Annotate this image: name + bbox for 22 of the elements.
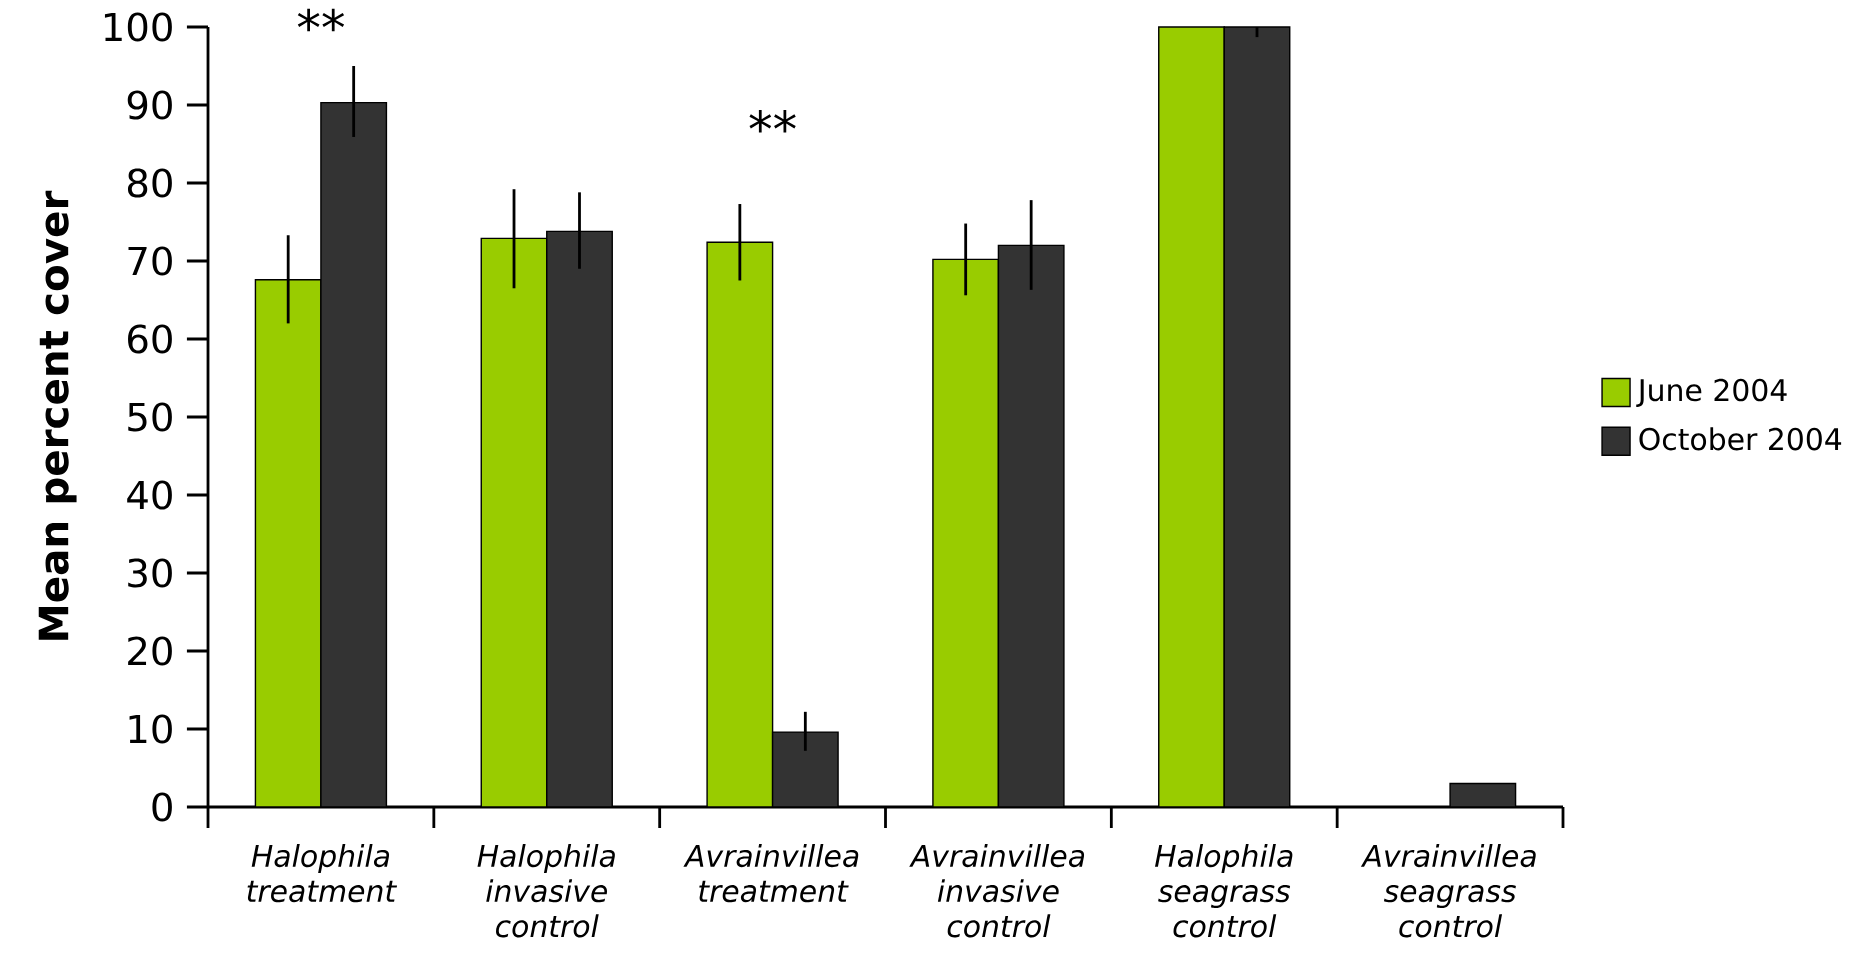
x-tick-label: Halophila treatment [247, 843, 398, 903]
annotation: ** [749, 110, 796, 133]
x-tick-label: Halophila invasive control [477, 843, 615, 938]
y-axis-title: Mean percent cover [38, 190, 77, 640]
x-tick-label: Avrainvillea seagrass control [1360, 843, 1536, 938]
x-tick-label: Avrainvillea treatment [683, 843, 859, 903]
x-tick-label: Halophila seagrass control [1155, 843, 1293, 938]
y-tick-label: 70 [128, 246, 172, 276]
y-tick-label: 40 [127, 480, 172, 510]
y-tick-label: 30 [128, 558, 172, 588]
legend-label: June 2004 [1636, 378, 1787, 407]
y-tick-label: 90 [127, 90, 172, 120]
y-tick-label: 100 [104, 12, 172, 42]
legend-label: October 2004 [1639, 427, 1842, 451]
y-tick-label: 0 [152, 792, 172, 822]
annotation: ** [297, 8, 345, 32]
y-tick-label: 10 [129, 714, 172, 744]
y-tick-label: 50 [128, 402, 172, 432]
y-tick-label: 20 [128, 636, 172, 666]
x-tick-label: Avrainvillea invasive control [909, 843, 1085, 938]
y-tick-label: 80 [127, 168, 172, 198]
y-tick-label: 60 [128, 324, 172, 354]
